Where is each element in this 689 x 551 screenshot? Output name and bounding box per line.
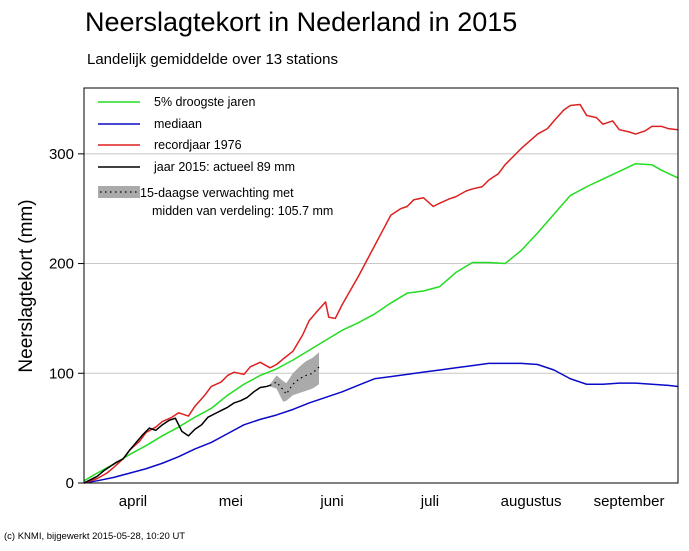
series-line-recordjaar-1976 — [83, 103, 679, 484]
chart-subtitle: Landelijk gemiddelde over 13 stations — [87, 51, 338, 68]
x-tick-label-juli: juli — [420, 493, 439, 510]
y-tick-label-300: 300 — [49, 146, 74, 163]
x-tick-label-september: september — [594, 493, 665, 510]
plot-frame — [83, 87, 679, 484]
legend-label-4-line2: midden van verdeling: 105.7 mm — [152, 204, 333, 218]
legend: 5% droogste jaren mediaan recordjaar 1976 j… — [98, 95, 333, 218]
forecast-range — [270, 352, 319, 402]
series-lines — [83, 103, 679, 484]
legend-label-4: 15-daagse verwachting met — [140, 186, 294, 200]
x-tick-label-juni: juni — [319, 493, 343, 510]
x-axis-ticks: april mei juni juli augustus september — [119, 493, 665, 510]
legend-label-1: mediaan — [154, 117, 202, 131]
x-tick-label-april: april — [119, 493, 147, 510]
legend-label-2: recordjaar 1976 — [154, 138, 242, 152]
y-tick-label-100: 100 — [49, 365, 74, 382]
footer-credit: (c) KNMI, bijgewerkt 2015-05-28, 10:20 U… — [4, 531, 185, 542]
x-tick-label-augustus: augustus — [501, 493, 562, 510]
forecast-median — [269, 366, 320, 396]
series-line-5-droogste-jaren — [83, 162, 679, 482]
y-axis-label: Neerslagtekort (mm) — [16, 199, 37, 372]
forecast-band — [269, 352, 320, 402]
y-tick-label-200: 200 — [49, 256, 74, 273]
legend-swatch-4 — [98, 186, 140, 198]
series-line-jaar-2015-actueel-89-mm — [83, 384, 271, 484]
x-tick-label-mei: mei — [219, 493, 243, 510]
chart-title: Neerslagtekort in Nederland in 2015 — [85, 7, 517, 37]
series-line-mediaan — [83, 362, 679, 484]
legend-label-3: jaar 2015: actueel 89 mm — [153, 160, 295, 174]
y-axis-ticks: 0 100 200 300 — [49, 146, 84, 492]
grid — [84, 153, 678, 374]
y-tick-label-0: 0 — [66, 475, 74, 492]
legend-label-0: 5% droogste jaren — [154, 95, 256, 109]
